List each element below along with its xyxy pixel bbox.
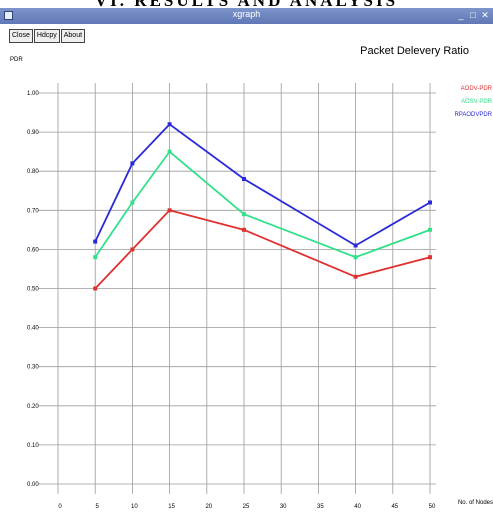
y-tick-label: 0.00 [27, 482, 39, 488]
data-point [353, 243, 358, 248]
y-tick-label: 0.40 [27, 326, 39, 332]
data-point [242, 212, 246, 217]
x-tick-label: 45 [391, 504, 398, 510]
data-point [428, 200, 432, 205]
maximize-icon[interactable]: □ [470, 10, 476, 20]
data-point [93, 286, 98, 291]
y-tick-label: 0.50 [27, 287, 39, 293]
data-point [242, 227, 246, 232]
legend-entry-rpaodv: RPAODVPDR [454, 112, 492, 118]
x-tick-label: 50 [429, 504, 436, 510]
x-tick-label: 25 [243, 504, 250, 510]
x-tick-label: 20 [205, 504, 212, 510]
x-tick-label: 0 [58, 504, 62, 510]
toolbar: Close Hdcpy About [9, 29, 86, 43]
section-heading: VI. RESULTS AND ANALYSIS [94, 0, 399, 10]
about-button[interactable]: About [60, 29, 86, 43]
series-line-1 [94, 209, 431, 290]
series-line-3 [94, 123, 431, 247]
data-point [242, 177, 246, 182]
close-button[interactable]: Close [9, 29, 33, 43]
xgraph-window: xgraph _ □ ✕ Close Hdcpy About Packet Dele… [0, 8, 493, 517]
y-tick-label: 0.30 [27, 365, 39, 371]
data-point [93, 239, 98, 244]
x-tick-label: 10 [131, 504, 138, 510]
data-point [167, 149, 172, 154]
legend-entry-aosv: AOSV-PDR [460, 99, 492, 105]
window-title: xgraph [232, 9, 261, 19]
chart-title: Packet Delevery Ratio [360, 45, 469, 57]
x-tick-label: 30 [280, 504, 287, 510]
app-icon [4, 11, 13, 20]
data-point [428, 227, 432, 232]
y-axis-label: PDR [10, 57, 23, 63]
x-tick-label: 15 [168, 504, 175, 510]
minimize-icon[interactable]: _ [458, 10, 464, 20]
x-tick-label: 40 [354, 504, 361, 510]
data-point [93, 255, 98, 260]
data-point [353, 255, 358, 260]
close-icon[interactable]: ✕ [481, 10, 489, 20]
data-point [130, 161, 135, 166]
hardcopy-button[interactable]: Hdcpy [33, 29, 60, 43]
y-tick-label: 0.10 [27, 443, 39, 449]
y-tick-label: 0.60 [27, 247, 39, 253]
y-tick-label: 0.70 [27, 208, 39, 214]
legend: AODV-PDR AOSV-PDR RPAODVPDR [454, 83, 492, 122]
legend-entry-aodv: AODV-PDR [460, 86, 492, 92]
x-tick-label: 5 [96, 504, 100, 510]
data-point [167, 122, 172, 127]
y-tick-label: 1.00 [27, 91, 39, 97]
title-bar[interactable]: xgraph _ □ ✕ [0, 8, 493, 24]
plot-area: 0 5 10 15 20 25 30 35 40 45 50 0.00 0.10 0.20 0.30 0.40… [27, 83, 436, 510]
data-point [167, 208, 172, 213]
data-point [130, 247, 135, 252]
y-tick-label: 0.20 [27, 404, 39, 410]
data-point [428, 255, 432, 260]
data-point [353, 274, 358, 279]
series-line-2 [94, 150, 431, 259]
x-axis-label: No. of Nodes [457, 500, 493, 506]
y-tick-label: 0.90 [27, 130, 39, 136]
data-point [130, 200, 135, 205]
y-tick-label: 0.80 [27, 169, 39, 175]
x-tick-label: 35 [317, 504, 324, 510]
